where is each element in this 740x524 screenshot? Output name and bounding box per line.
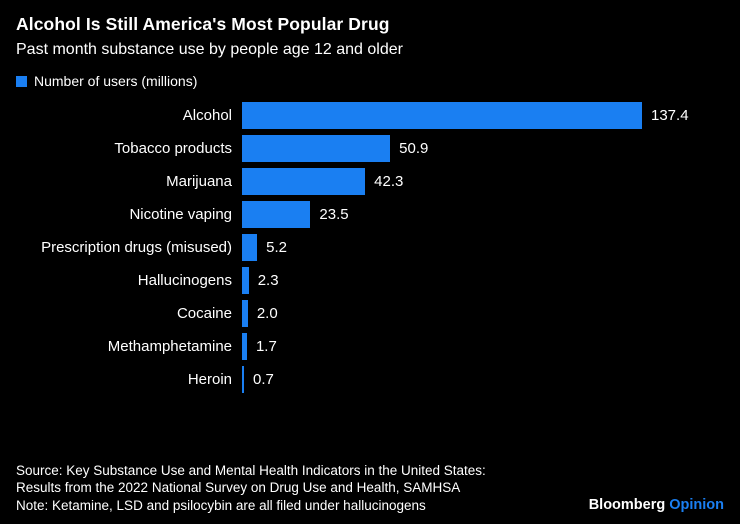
bar bbox=[242, 300, 248, 327]
bar-track: 2.0 bbox=[242, 297, 724, 330]
value-label: 1.7 bbox=[255, 338, 277, 355]
bar bbox=[242, 135, 391, 162]
chart-subtitle: Past month substance use by people age 1… bbox=[16, 41, 403, 58]
legend-swatch-icon bbox=[16, 75, 27, 87]
bar-row: Tobacco products 50.9 bbox=[16, 132, 724, 165]
bar bbox=[242, 102, 642, 129]
bar-row: Hallucinogens 2.3 bbox=[16, 264, 724, 297]
value-label: 2.3 bbox=[257, 272, 279, 289]
value-label: 42.3 bbox=[374, 173, 404, 190]
bar-chart: Alcohol 137.4 Tobacco products 50.9 Mari… bbox=[16, 99, 724, 396]
chart-title: Alcohol Is Still America's Most Popular … bbox=[16, 14, 390, 34]
bar bbox=[242, 234, 258, 261]
category-label: Prescription drugs (misused) bbox=[41, 239, 232, 256]
bar bbox=[242, 366, 245, 393]
source-text-line2: Results from the 2022 National Survey on… bbox=[16, 480, 461, 496]
legend-label: Number of users (millions) bbox=[34, 73, 198, 89]
category-label: Tobacco products bbox=[114, 140, 232, 157]
bar-row: Alcohol 137.4 bbox=[16, 99, 724, 132]
bar-track: 2.3 bbox=[242, 264, 724, 297]
legend: Number of users (millions) bbox=[16, 73, 724, 89]
brand-bloomberg: Bloomberg bbox=[588, 497, 666, 513]
bar-row: Prescription drugs (misused) 5.2 bbox=[16, 231, 724, 264]
category-label: Heroin bbox=[187, 371, 232, 388]
category-label: Hallucinogens bbox=[137, 272, 232, 289]
value-label: 50.9 bbox=[399, 140, 429, 157]
note-text: Note: Ketamine, LSD and psilocybin are a… bbox=[16, 497, 426, 513]
chart-footer: Source: Key Substance Use and Mental Hea… bbox=[16, 462, 724, 514]
bar-track: 1.7 bbox=[242, 330, 724, 363]
bar-row: Cocaine 2.0 bbox=[16, 297, 724, 330]
value-label: 2.0 bbox=[256, 305, 278, 322]
source-text-line1: Source: Key Substance Use and Mental Hea… bbox=[16, 463, 486, 479]
value-label: 0.7 bbox=[253, 371, 274, 388]
bar-row: Nicotine vaping 23.5 bbox=[16, 198, 724, 231]
bar-row: Marijuana 42.3 bbox=[16, 165, 724, 198]
bar-track: 50.9 bbox=[242, 132, 724, 165]
category-label: Nicotine vaping bbox=[129, 206, 232, 223]
category-label: Methamphetamine bbox=[107, 338, 232, 355]
bar-track: 137.4 bbox=[242, 99, 724, 132]
category-label: Alcohol bbox=[182, 107, 232, 124]
category-label: Cocaine bbox=[176, 305, 232, 322]
value-label: 137.4 bbox=[651, 107, 689, 124]
bar-track: 5.2 bbox=[242, 231, 724, 264]
bar bbox=[242, 267, 249, 294]
brand-logo: Bloomberg Opinion bbox=[589, 497, 724, 514]
bar bbox=[242, 201, 311, 228]
bar-track: 0.7 bbox=[242, 363, 724, 396]
bar-row: Heroin 0.7 bbox=[16, 363, 724, 396]
bar bbox=[242, 333, 247, 360]
category-label: Marijuana bbox=[166, 173, 232, 190]
bar-track: 23.5 bbox=[242, 198, 724, 231]
value-label: 5.2 bbox=[266, 239, 287, 256]
value-label: 23.5 bbox=[319, 206, 349, 223]
bar bbox=[242, 168, 366, 195]
source-block: Source: Key Substance Use and Mental Hea… bbox=[16, 462, 486, 514]
bar-track: 42.3 bbox=[242, 165, 724, 198]
brand-opinion: Opinion bbox=[669, 497, 724, 513]
bar-row: Methamphetamine 1.7 bbox=[16, 330, 724, 363]
